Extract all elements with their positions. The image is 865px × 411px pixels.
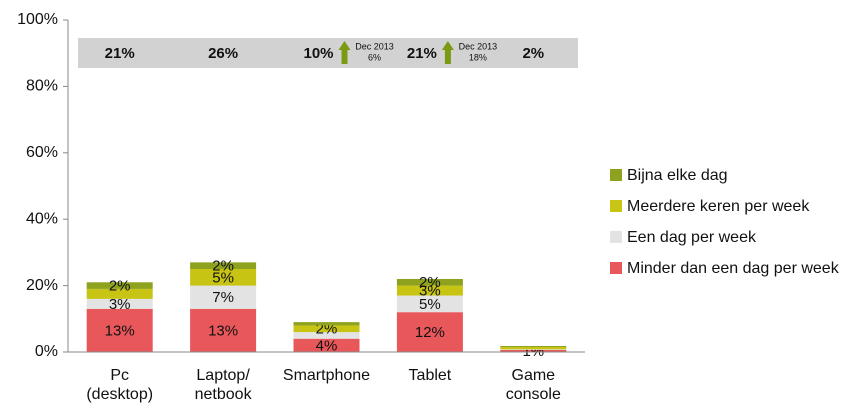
totals-band (78, 38, 578, 68)
x-tick-label: Laptop/ (196, 367, 250, 384)
y-tick-label: 20% (26, 277, 58, 294)
x-tick-label: console (506, 386, 561, 403)
y-tick-label: 60% (26, 144, 58, 161)
value-label: 3% (109, 296, 131, 313)
value-label: 5% (212, 269, 234, 286)
bar-segment (396, 278, 463, 286)
total-label: 21% (407, 45, 437, 62)
bar-segment (190, 269, 257, 286)
y-tick-label: 40% (26, 210, 58, 227)
x-tick-label: Smartphone (283, 367, 370, 384)
total-label: 26% (208, 45, 238, 62)
y-tick-label: 80% (26, 78, 58, 95)
bar-segment (293, 338, 360, 352)
bar-segment (500, 349, 567, 351)
bar-segment (396, 312, 463, 352)
bar-segment (293, 325, 360, 333)
value-label: 5% (419, 296, 441, 313)
value-label: 12% (415, 324, 445, 341)
y-tick-label: 0% (35, 343, 58, 360)
bar-segment (396, 295, 463, 313)
annotation: 6% (368, 52, 381, 62)
bar-segment (190, 308, 257, 352)
bar-segment (190, 262, 257, 269)
bar-segment (86, 288, 153, 299)
x-tick-label: Game (512, 367, 556, 384)
annotation: Dec 2013 (355, 41, 394, 51)
legend-label: Bijna elke dag (627, 167, 728, 184)
x-tick-label: netbook (195, 386, 253, 403)
bar-segment (86, 282, 153, 289)
up-arrow (338, 41, 351, 64)
bar-segment (293, 322, 360, 326)
bar-segment (396, 285, 463, 296)
legend-swatch (610, 200, 622, 212)
value-label: 7% (212, 289, 234, 306)
total-label: 21% (105, 45, 135, 62)
legend-swatch (610, 169, 622, 181)
y-tick-label: 100% (17, 11, 58, 28)
up-arrow (441, 41, 454, 64)
bar-segment (293, 332, 360, 339)
annotation: Dec 2013 (459, 41, 498, 51)
bar-segment (500, 350, 567, 352)
value-label: 4% (316, 337, 338, 354)
legend-label: Een dag per week (627, 229, 757, 246)
value-label: 13% (208, 322, 238, 339)
x-tick-label: (desktop) (86, 386, 153, 403)
bar-segment (500, 347, 567, 350)
x-tick-label: Tablet (409, 367, 452, 384)
bar-segment (86, 298, 153, 309)
value-label: 2% (109, 278, 131, 295)
legend-label: Minder dan een dag per week (627, 260, 840, 277)
value-label: 1% (522, 343, 544, 360)
total-label: 2% (522, 45, 544, 62)
bar-segment (86, 308, 153, 352)
legend-label: Meerdere keren per week (627, 198, 810, 215)
annotation: 18% (469, 52, 487, 62)
bar-segment (190, 285, 257, 309)
total-label: 10% (303, 45, 333, 62)
value-label: 2% (212, 258, 234, 275)
legend-swatch (610, 231, 622, 243)
value-label: 13% (105, 322, 135, 339)
value-label: 3% (419, 283, 441, 300)
x-tick-label: Pc (110, 367, 129, 384)
bar-segment (500, 346, 567, 348)
legend-swatch (610, 262, 622, 274)
value-label: 2% (419, 274, 441, 291)
